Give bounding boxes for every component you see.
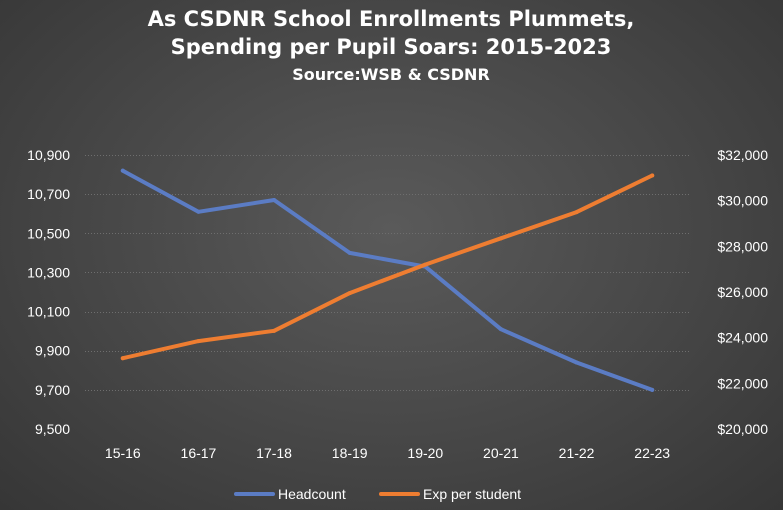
data-point-headcount [120, 168, 125, 173]
left-axis-tick-label: 9,700 [35, 382, 70, 398]
x-axis-tick-label: 15-16 [105, 445, 141, 461]
data-point-headcount [272, 198, 277, 203]
right-axis-ticks: $20,000 $22,000 $24,000 $26,000 $28,000 $30,0… [717, 147, 768, 437]
right-axis-tick-label: $22,000 [717, 375, 768, 391]
chart-subtitle: Source:WSB & CSDNR [292, 65, 490, 84]
x-axis-tick-label: 17-18 [256, 445, 292, 461]
x-axis-tick-label: 18-19 [332, 445, 368, 461]
left-axis-tick-label: 9,900 [35, 343, 70, 359]
left-axis-tick-label: 9,500 [35, 421, 70, 437]
data-point-headcount [498, 327, 503, 332]
data-point-exp-per-student [120, 356, 125, 361]
x-axis-tick-label: 16-17 [181, 445, 217, 461]
data-point-exp-per-student [498, 236, 503, 241]
data-point-exp-per-student [272, 328, 277, 333]
x-axis-ticks: 15-16 16-17 17-18 18-19 19-20 20-21 21-22 22-23 [105, 445, 670, 461]
left-axis-ticks: 9,500 9,700 9,900 10,100 10,300 10,500 10,700 1… [27, 147, 70, 437]
x-axis-tick-label: 19-20 [407, 445, 443, 461]
left-axis-tick-label: 10,900 [27, 147, 70, 163]
data-point-headcount [574, 360, 579, 365]
data-point-headcount [650, 387, 655, 392]
data-point-exp-per-student [574, 210, 579, 215]
left-axis-tick-label: 10,300 [27, 264, 70, 280]
left-axis-tick-label: 10,700 [27, 186, 70, 202]
legend: Headcount Exp per student [234, 486, 521, 502]
left-axis-tick-label: 10,100 [27, 304, 70, 320]
x-axis-tick-label: 20-21 [483, 445, 519, 461]
gridlines [85, 155, 690, 391]
data-point-headcount [347, 250, 352, 255]
right-axis-tick-label: $30,000 [717, 193, 768, 209]
legend-label-exp-per-student: Exp per student [423, 486, 521, 502]
x-axis-tick-label: 21-22 [559, 445, 595, 461]
chart-title-line-2: Spending per Pupil Soars: 2015-2023 [171, 35, 612, 59]
data-point-exp-per-student [347, 291, 352, 296]
right-axis-tick-label: $32,000 [717, 147, 768, 163]
data-point-exp-per-student [423, 262, 428, 267]
data-point-headcount [196, 209, 201, 214]
data-point-exp-per-student [196, 339, 201, 344]
series-line-headcount [120, 168, 655, 392]
left-axis-tick-label: 10,500 [27, 225, 70, 241]
x-axis-tick-label: 22-23 [634, 445, 670, 461]
chart-title-line-1: As CSDNR School Enrollments Plummets, [148, 7, 635, 31]
chart-title-block: As CSDNR School Enrollments Plummets, Sp… [148, 7, 635, 84]
right-axis-tick-label: $28,000 [717, 238, 768, 254]
right-axis-tick-label: $26,000 [717, 284, 768, 300]
right-axis-tick-label: $24,000 [717, 330, 768, 346]
data-point-exp-per-student [650, 173, 655, 178]
series-layer [120, 168, 655, 392]
series-line-exp-per-student [120, 173, 655, 361]
right-axis-tick-label: $20,000 [717, 421, 768, 437]
legend-label-headcount: Headcount [278, 486, 346, 502]
